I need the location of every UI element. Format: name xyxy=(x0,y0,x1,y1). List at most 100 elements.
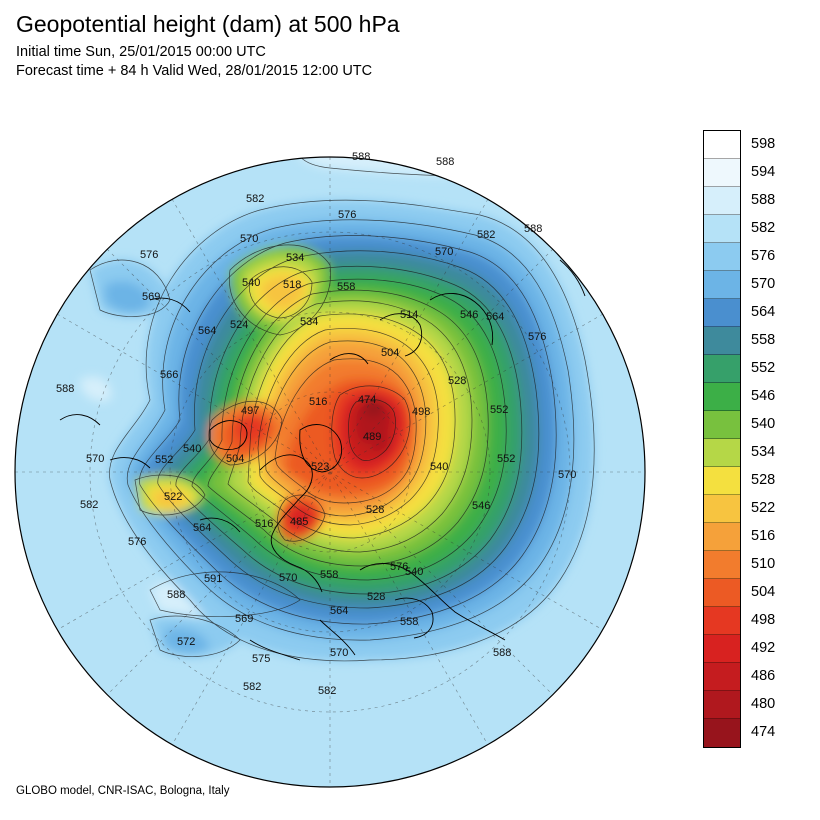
legend-swatch xyxy=(704,131,740,159)
forecast-time-text: Forecast time + 84 h Valid Wed, 28/01/20… xyxy=(16,63,373,79)
contour-label: 534 xyxy=(300,316,318,328)
contour-label: 540 xyxy=(242,277,260,289)
contour-label: 582 xyxy=(477,229,495,241)
contour-label: 540 xyxy=(430,461,448,473)
band-522-pacific xyxy=(261,275,305,310)
contour-label: 522 xyxy=(164,491,182,503)
legend-label: 576 xyxy=(751,248,776,264)
legend-label: 534 xyxy=(751,444,776,460)
contour-label: 582 xyxy=(246,193,264,205)
band-588-west xyxy=(80,376,111,402)
legend-swatch xyxy=(704,691,740,719)
contour-label: 558 xyxy=(320,569,338,581)
contour-label: 516 xyxy=(255,518,273,530)
contour-label: 575 xyxy=(252,653,270,665)
legend-label: 598 xyxy=(751,136,776,152)
legend-label: 510 xyxy=(751,556,776,572)
legend-swatch xyxy=(704,607,740,635)
contour-label: 552 xyxy=(155,454,173,466)
contour-label: 564 xyxy=(198,325,216,337)
legend-label: 558 xyxy=(751,332,776,348)
legend-swatch xyxy=(704,439,740,467)
band-480-south xyxy=(371,431,391,454)
contour-label: 528 xyxy=(448,375,466,387)
legend-swatch xyxy=(704,383,740,411)
legend-label: 540 xyxy=(751,416,776,432)
color-legend xyxy=(703,130,741,748)
legend-label: 492 xyxy=(751,640,776,656)
contour-label: 570 xyxy=(558,469,576,481)
band-492-labrador xyxy=(289,507,313,530)
legend-swatch xyxy=(704,663,740,691)
height-field xyxy=(15,157,645,787)
filled-bands xyxy=(80,157,595,661)
band-570-atlantic xyxy=(165,628,210,655)
model-credit: GLOBO model, CNR-ISAC, Bologna, Italy xyxy=(16,785,230,797)
legend-label: 480 xyxy=(751,696,776,712)
legend-swatch xyxy=(704,187,740,215)
legend-swatch xyxy=(704,355,740,383)
legend-swatch xyxy=(704,719,740,747)
contour-label: 576 xyxy=(128,536,146,548)
contour-label: 497 xyxy=(241,405,259,417)
map-title: Geopotential height (dam) at 500 hPa xyxy=(16,11,400,37)
contour-label: 566 xyxy=(160,369,178,381)
contour-label: 540 xyxy=(183,443,201,455)
contour-label: 546 xyxy=(472,500,490,512)
contour-label: 588 xyxy=(436,156,454,168)
contour-label: 569 xyxy=(235,613,253,625)
legend-label: 522 xyxy=(751,500,776,516)
contour-label: 485 xyxy=(290,516,308,528)
legend-label: 486 xyxy=(751,668,776,684)
contour-label: 534 xyxy=(286,252,304,264)
legend-swatch xyxy=(704,271,740,299)
legend-swatch xyxy=(704,495,740,523)
contour-label: 558 xyxy=(400,616,418,628)
contour-label: 570 xyxy=(435,246,453,258)
contour-label: 518 xyxy=(283,279,301,291)
legend-label: 516 xyxy=(751,528,776,544)
contour-label: 523 xyxy=(311,461,329,473)
contour-label: 564 xyxy=(330,605,348,617)
legend-swatch xyxy=(704,327,740,355)
contour-label: 552 xyxy=(497,453,515,465)
band-522-west xyxy=(152,490,188,508)
legend-label: 564 xyxy=(751,304,776,320)
contour-label: 582 xyxy=(318,685,336,697)
legend-swatch xyxy=(704,467,740,495)
contour-label: 540 xyxy=(405,566,423,578)
contour-label: 576 xyxy=(528,331,546,343)
contour-label: 564 xyxy=(486,311,504,323)
contour-label: 504 xyxy=(381,347,399,359)
legend-label: 528 xyxy=(751,472,776,488)
contour-label: 588 xyxy=(56,383,74,395)
contour-label: 582 xyxy=(243,681,261,693)
contour-label: 552 xyxy=(490,404,508,416)
band-570-pacific xyxy=(105,281,150,314)
contour-label: 569 xyxy=(142,291,160,303)
contour-label: 524 xyxy=(230,319,248,331)
legend-label: 570 xyxy=(751,276,776,292)
legend-label: 552 xyxy=(751,360,776,376)
legend-label: 582 xyxy=(751,220,776,236)
contour-label: 591 xyxy=(204,573,222,585)
contour-label: 570 xyxy=(279,572,297,584)
contour-label: 576 xyxy=(338,209,356,221)
contour-label: 546 xyxy=(460,309,478,321)
contour-label: 564 xyxy=(193,522,211,534)
legend-swatch xyxy=(704,299,740,327)
coastlines xyxy=(59,259,586,661)
contour-label: 570 xyxy=(330,647,348,659)
contour-label: 588 xyxy=(167,589,185,601)
contour-label: 576 xyxy=(390,561,408,573)
legend-label: 588 xyxy=(751,192,776,208)
legend-label: 474 xyxy=(751,724,776,740)
contour-label: 570 xyxy=(86,453,104,465)
legend-swatch xyxy=(704,551,740,579)
legend-swatch xyxy=(704,159,740,187)
contour-label: 570 xyxy=(240,233,258,245)
band-474 xyxy=(363,398,385,418)
contour-lines xyxy=(89,157,595,662)
contour-label: 588 xyxy=(352,151,370,163)
